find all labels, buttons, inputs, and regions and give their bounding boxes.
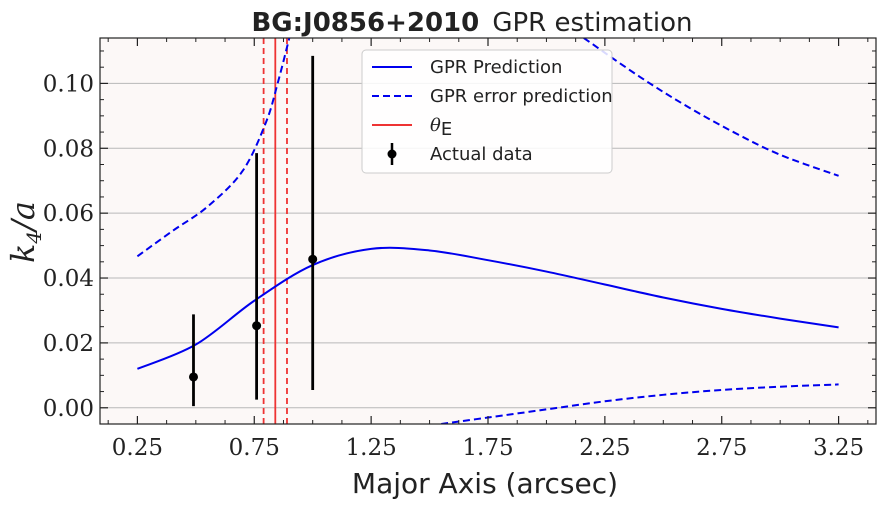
x-tick-label-4: 2.25 bbox=[579, 435, 630, 461]
y-axis-label-sub: 4 bbox=[22, 231, 46, 245]
legend-label-gpr-error: GPR error prediction bbox=[430, 86, 613, 107]
data-point-1 bbox=[252, 321, 262, 331]
x-axis-label: Major Axis (arcsec) bbox=[352, 467, 618, 500]
legend-theta-sub: E bbox=[441, 119, 452, 140]
chart-title: BG:J0856+2010 GPR estimation bbox=[251, 8, 692, 38]
x-tick-label-1: 0.75 bbox=[229, 435, 280, 461]
data-point-0 bbox=[188, 372, 198, 382]
y-tick-labels: 0.00 0.02 0.04 0.06 0.08 0.10 bbox=[43, 71, 94, 421]
legend-label-actual-data: Actual data bbox=[430, 144, 533, 165]
y-tick-label-0: 0.00 bbox=[43, 396, 94, 422]
y-tick-label-5: 0.10 bbox=[43, 71, 94, 97]
gpr-prediction-line bbox=[137, 246, 839, 370]
legend: GPR Prediction GPR error prediction θE A… bbox=[361, 49, 613, 174]
x-tick-label-3: 1.75 bbox=[462, 435, 513, 461]
x-tick-label-2: 1.25 bbox=[346, 435, 397, 461]
gpr-error-line-2 bbox=[583, 38, 839, 177]
x-tick-label-5: 2.75 bbox=[696, 435, 747, 461]
y-tick-label-3: 0.06 bbox=[43, 201, 94, 227]
x-tick-label-0: 0.25 bbox=[112, 435, 163, 461]
data-point-2 bbox=[308, 254, 318, 264]
y-axis-label: k4/a bbox=[4, 201, 46, 263]
legend-marker-actual-data-dot bbox=[387, 149, 397, 159]
chart-title-rest: GPR estimation bbox=[492, 8, 692, 38]
y-tick-label-4: 0.08 bbox=[43, 136, 94, 162]
legend-label-theta-e: θE bbox=[430, 115, 452, 140]
y-axis-label-rest: /a bbox=[4, 201, 42, 234]
axis-ticks bbox=[100, 38, 876, 425]
y-axis-label-k: k bbox=[4, 244, 42, 263]
gpr-error-line-3 bbox=[441, 383, 839, 424]
legend-box bbox=[361, 49, 613, 174]
plot-content bbox=[136, 38, 839, 424]
x-tick-labels: 0.25 0.75 1.25 1.75 2.25 2.75 3.25 bbox=[112, 435, 864, 461]
legend-theta-symbol: θ bbox=[430, 115, 441, 136]
y-tick-label-2: 0.04 bbox=[43, 266, 94, 292]
gpr-error-line-1 bbox=[136, 38, 291, 258]
legend-label-gpr-prediction: GPR Prediction bbox=[430, 57, 562, 78]
svg-text:k4/a: k4/a bbox=[4, 201, 46, 263]
x-tick-label-6: 3.25 bbox=[813, 435, 864, 461]
y-tick-label-1: 0.02 bbox=[43, 331, 94, 357]
chart-title-bold: BG:J0856+2010 bbox=[251, 8, 479, 38]
